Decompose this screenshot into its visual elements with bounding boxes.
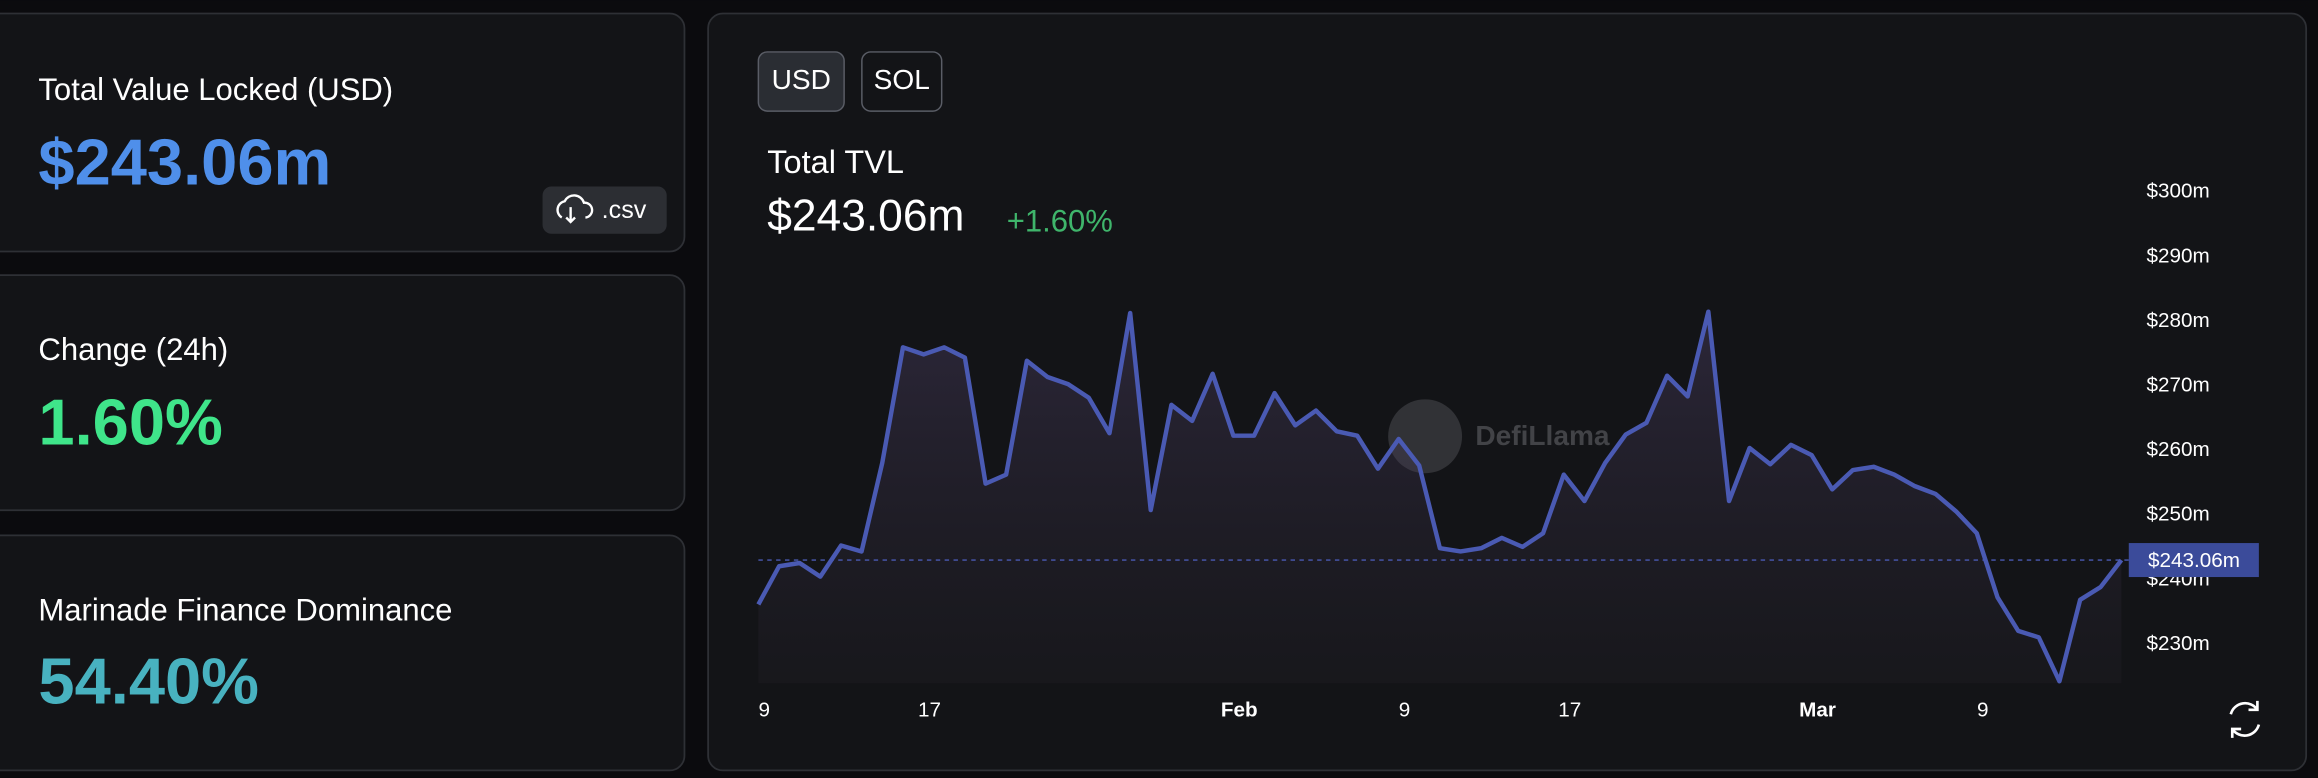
stat-card [0, 12, 686, 253]
chart-change: +1.60% [1007, 204, 1113, 239]
sol-toggle[interactable]: SOL [861, 51, 943, 112]
tvl-line [756, 309, 2124, 684]
refresh-button[interactable] [2229, 700, 2261, 738]
chart-headline-value: $243.06m [767, 192, 964, 241]
toggle-bg[interactable] [757, 51, 845, 112]
current-value-label: $243.06m [2148, 549, 2240, 572]
stat-label: Total Value Locked (USD) [38, 72, 393, 107]
watermark: DefiLlama [1388, 399, 1610, 474]
x-tick-label: 9 [1399, 699, 1411, 722]
y-tick-label: $290m [2147, 244, 2210, 267]
stat-card [0, 534, 686, 772]
usd-toggle[interactable]: USD [757, 51, 845, 112]
x-tick-label: 9 [1977, 699, 1989, 722]
y-tick-label: $270m [2147, 373, 2210, 396]
plot: $230m$240m$250m$260m$270m$280m$290m$300m… [756, 180, 2259, 722]
toggle-label[interactable]: SOL [874, 64, 930, 95]
stat-value: $243.06m [38, 125, 331, 198]
x-tick-label: Feb [1221, 699, 1258, 722]
stat-label: Change (24h) [38, 332, 228, 367]
toggle-bg[interactable] [861, 51, 943, 112]
toggle-label[interactable]: USD [772, 64, 831, 95]
csv-button[interactable]: .csv [542, 186, 667, 234]
y-tick-label: $280m [2147, 309, 2210, 332]
stat-value: 1.60% [38, 386, 222, 459]
stat-label: Marinade Finance Dominance [38, 592, 452, 627]
y-tick-label: $250m [2147, 503, 2210, 526]
refresh-icon[interactable] [2229, 700, 2261, 738]
csv-label[interactable]: .csv [602, 196, 647, 224]
y-tick-label: $260m [2147, 438, 2210, 461]
watermark-text: DefiLlama [1475, 420, 1610, 451]
stat-card [0, 274, 686, 512]
y-tick-label: $300m [2147, 180, 2210, 203]
x-tick-label: 17 [1558, 699, 1581, 722]
x-tick-label: 9 [759, 699, 771, 722]
download-icon[interactable] [556, 194, 594, 224]
chart-title: Total TVL [767, 144, 904, 180]
stat-value: 54.40% [38, 644, 259, 717]
x-tick-label: 17 [918, 699, 941, 722]
y-tick-label: $230m [2147, 632, 2210, 655]
csv-button-bg[interactable] [542, 186, 667, 234]
area-fill [758, 311, 2122, 684]
x-tick-label: Mar [1799, 699, 1836, 722]
current-value-box [2128, 543, 2259, 578]
